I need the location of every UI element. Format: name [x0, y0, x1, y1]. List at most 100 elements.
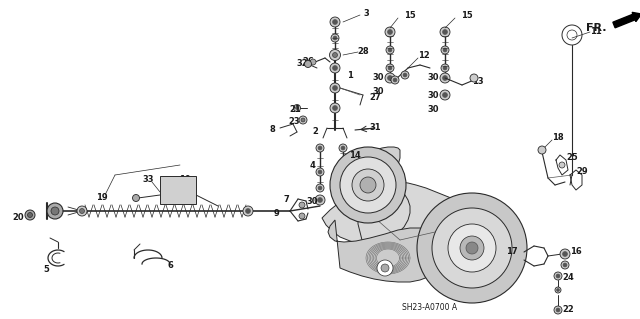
Circle shape	[417, 193, 527, 303]
Circle shape	[330, 17, 340, 27]
Circle shape	[360, 177, 376, 193]
Circle shape	[51, 207, 59, 215]
Circle shape	[330, 103, 340, 113]
Text: 1: 1	[347, 70, 353, 79]
Circle shape	[299, 116, 307, 124]
Circle shape	[339, 184, 347, 192]
Circle shape	[184, 182, 188, 186]
Text: 15: 15	[404, 11, 416, 19]
Circle shape	[470, 74, 478, 82]
Circle shape	[377, 260, 393, 276]
Text: 30: 30	[372, 87, 384, 97]
FancyArrow shape	[613, 12, 640, 28]
Text: 30: 30	[307, 197, 317, 206]
Circle shape	[301, 118, 305, 122]
Circle shape	[340, 157, 396, 213]
Circle shape	[333, 85, 337, 91]
Text: 21: 21	[289, 106, 301, 115]
Text: 27: 27	[369, 93, 381, 102]
Circle shape	[403, 73, 407, 77]
Text: 14: 14	[349, 151, 361, 160]
Text: 19: 19	[96, 194, 108, 203]
Circle shape	[388, 48, 392, 52]
Circle shape	[330, 83, 340, 93]
Text: 30: 30	[428, 73, 439, 83]
Circle shape	[316, 168, 324, 176]
Circle shape	[560, 249, 570, 259]
Text: 30: 30	[428, 106, 439, 115]
Text: 16: 16	[570, 248, 582, 256]
Circle shape	[443, 66, 447, 70]
Polygon shape	[338, 147, 400, 185]
Circle shape	[28, 212, 33, 218]
Circle shape	[333, 19, 337, 25]
Circle shape	[466, 242, 478, 254]
Circle shape	[385, 27, 395, 37]
Circle shape	[391, 76, 399, 84]
Text: 10: 10	[179, 174, 191, 183]
Circle shape	[294, 105, 301, 112]
Circle shape	[330, 63, 340, 73]
Text: 28: 28	[357, 47, 369, 56]
Circle shape	[554, 306, 562, 314]
Circle shape	[339, 144, 347, 152]
Circle shape	[538, 146, 546, 154]
Circle shape	[388, 66, 392, 70]
Circle shape	[440, 73, 450, 83]
Circle shape	[333, 65, 337, 70]
Circle shape	[341, 186, 345, 190]
Circle shape	[243, 206, 253, 216]
Text: 32: 32	[296, 58, 308, 68]
Circle shape	[318, 186, 322, 190]
Circle shape	[386, 64, 394, 72]
Circle shape	[299, 202, 305, 208]
Text: 5: 5	[43, 265, 49, 275]
Polygon shape	[322, 182, 476, 272]
Polygon shape	[328, 220, 440, 282]
Text: 12: 12	[418, 50, 430, 60]
Text: 9: 9	[274, 210, 280, 219]
Text: 30: 30	[372, 73, 384, 83]
Circle shape	[168, 194, 172, 198]
Circle shape	[555, 287, 561, 293]
Circle shape	[448, 224, 496, 272]
Circle shape	[387, 29, 392, 34]
Text: 25: 25	[566, 153, 578, 162]
Circle shape	[166, 180, 174, 188]
Circle shape	[299, 213, 305, 219]
Text: SH23-A0700 A: SH23-A0700 A	[403, 303, 458, 313]
Text: 4: 4	[309, 160, 315, 169]
Circle shape	[316, 184, 324, 192]
Circle shape	[77, 206, 87, 216]
Text: 7: 7	[283, 196, 289, 204]
Circle shape	[318, 146, 322, 150]
Circle shape	[182, 180, 190, 188]
Circle shape	[460, 236, 484, 260]
Circle shape	[305, 61, 312, 68]
Circle shape	[393, 78, 397, 82]
Circle shape	[561, 261, 569, 269]
Circle shape	[47, 203, 63, 219]
Circle shape	[318, 170, 322, 174]
Circle shape	[554, 272, 562, 280]
Text: 2: 2	[312, 128, 318, 137]
Circle shape	[333, 36, 337, 40]
Circle shape	[556, 274, 560, 278]
Circle shape	[387, 76, 392, 80]
Circle shape	[296, 107, 298, 109]
Circle shape	[559, 162, 565, 168]
Circle shape	[385, 73, 395, 83]
Circle shape	[341, 146, 345, 150]
Text: 33: 33	[142, 174, 154, 183]
Circle shape	[341, 166, 345, 170]
Circle shape	[331, 34, 339, 42]
Circle shape	[440, 90, 450, 100]
Circle shape	[316, 144, 324, 152]
Circle shape	[442, 93, 447, 98]
Circle shape	[310, 59, 316, 65]
Circle shape	[184, 194, 188, 198]
Circle shape	[315, 195, 325, 205]
Bar	[160, 176, 196, 204]
Circle shape	[317, 197, 323, 203]
Circle shape	[432, 208, 512, 288]
